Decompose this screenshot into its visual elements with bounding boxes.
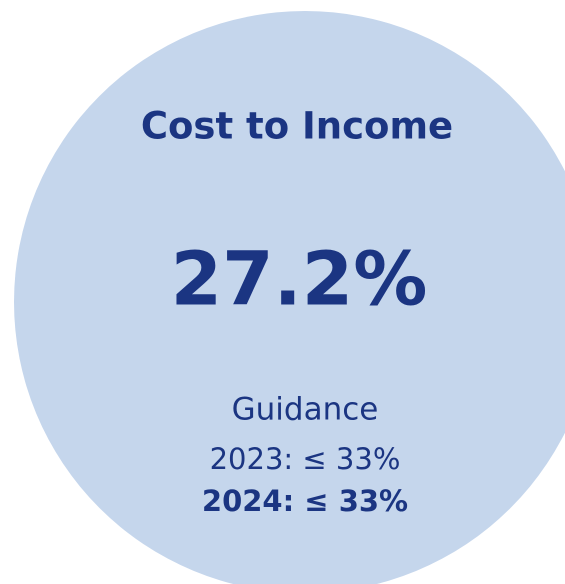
background-circle bbox=[14, 11, 565, 584]
metric-value: 27.2% bbox=[171, 237, 428, 323]
guidance-line: 2023: ≤ 33% bbox=[210, 442, 401, 476]
guidance-label: Guidance bbox=[232, 392, 379, 428]
guidance-line: 2024: ≤ 33% bbox=[202, 484, 408, 518]
card-title: Cost to Income bbox=[141, 105, 453, 148]
